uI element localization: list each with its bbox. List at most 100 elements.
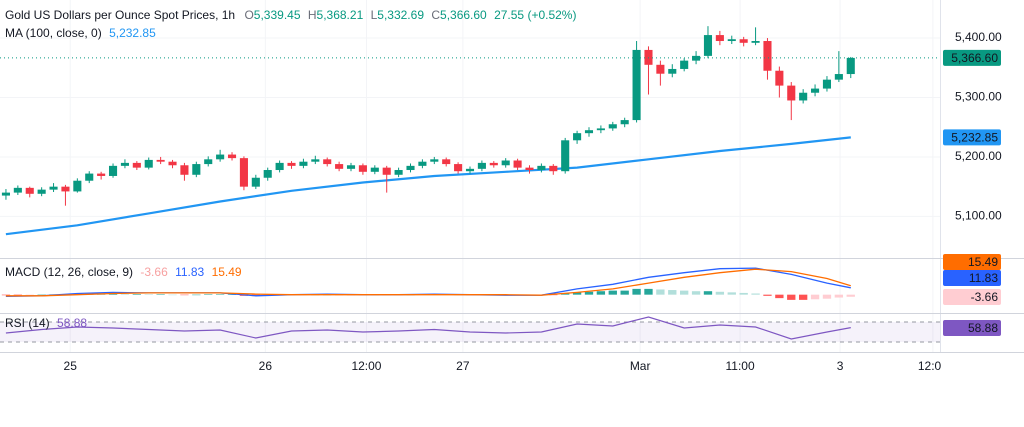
macd-histogram-bar	[596, 291, 606, 295]
macd-histogram-bar	[680, 290, 689, 295]
candle-body	[97, 173, 106, 176]
macd-histogram-bar	[180, 294, 189, 296]
candle-body	[85, 173, 94, 181]
price-tag-label: 11.83	[969, 271, 998, 285]
ohlc-label: L	[371, 8, 378, 22]
candle-body	[454, 164, 463, 172]
macd-histogram-bar	[703, 291, 713, 295]
signal-value: 15.49	[212, 265, 242, 279]
candle-body	[513, 160, 522, 168]
y-tick-label: 5,400.00	[955, 30, 1002, 44]
ohlc-label: C	[431, 8, 440, 22]
candle-body	[465, 168, 475, 172]
candle-body	[632, 49, 641, 121]
candle-body	[703, 35, 713, 56]
candle-body	[644, 49, 653, 65]
header: Gold US Dollars per Ounce Spot Prices, 1…	[5, 8, 576, 22]
ma-name: MA (100, close, 0)	[5, 26, 102, 40]
candle-body	[680, 60, 689, 69]
candle-body	[477, 162, 486, 169]
macd-histogram-bar	[37, 294, 46, 296]
y-tick-label: 5,200.00	[955, 149, 1002, 163]
candle-body	[561, 140, 570, 172]
macd-histogram-bar	[810, 294, 820, 300]
macd-histogram-value: -3.66	[140, 265, 168, 279]
candle-body	[120, 162, 129, 166]
macd-histogram-bar	[668, 290, 677, 295]
candle-body	[442, 159, 451, 165]
candle-body	[287, 162, 296, 166]
candle-body	[239, 158, 248, 187]
price-change: 27.55 (+0.52%)	[494, 8, 576, 22]
macd-histogram-bar	[156, 294, 165, 295]
candle-body	[418, 161, 427, 166]
macd-histogram-bar	[215, 294, 225, 295]
candle-body	[834, 74, 843, 80]
candle-body	[263, 170, 272, 178]
macd-histogram-bar	[192, 294, 201, 296]
price-tag-label: -3.66	[971, 290, 999, 304]
candle-body	[204, 159, 213, 165]
x-tick-label: 12:00	[351, 359, 381, 373]
candle-body	[25, 187, 34, 194]
candle-body	[811, 88, 820, 93]
price-tag	[943, 289, 1001, 305]
candle-body	[608, 124, 617, 129]
candle-body	[346, 165, 356, 169]
candle-body	[358, 165, 367, 172]
macd-histogram-bar	[632, 288, 641, 295]
x-tick-label: 26	[259, 359, 273, 373]
macd-histogram-bar	[727, 292, 736, 295]
candle-body	[727, 39, 736, 42]
ohlc-value: 5,339.45	[254, 8, 301, 22]
candle-body	[489, 162, 498, 166]
ma-legend: MA (100, close, 0) 5,232.85	[5, 26, 156, 40]
rsi-name: RSI (14)	[5, 316, 50, 330]
macd-legend: MACD (12, 26, close, 9) -3.66 11.83 15.4…	[5, 265, 242, 279]
macd-histogram-bar	[787, 294, 796, 300]
price-tag-label: 15.49	[968, 255, 998, 269]
candle-body	[323, 159, 332, 165]
ohlc-label: O	[244, 8, 253, 22]
price-tag	[943, 129, 1001, 146]
x-tick-label: 12:00	[918, 359, 948, 373]
candle-body	[1, 192, 10, 196]
macd-histogram-bar	[656, 289, 665, 295]
candle-body	[596, 128, 605, 131]
macd-histogram-bar	[799, 294, 808, 300]
candle-body	[763, 41, 772, 71]
macd-histogram-bar	[715, 291, 725, 295]
macd-histogram-bar	[168, 294, 177, 296]
candle-body	[73, 180, 82, 192]
candle-body	[275, 162, 284, 171]
x-tick-label: Mar	[630, 359, 651, 373]
ma-line	[5, 136, 851, 236]
candle-body	[144, 159, 153, 168]
ohlc-value: 5,332.69	[377, 8, 424, 22]
candle-body	[739, 39, 748, 43]
candle-body	[430, 159, 439, 162]
candle-body	[49, 186, 58, 190]
macd-histogram-bar	[144, 294, 153, 295]
candle-body	[61, 186, 70, 192]
candle-body	[715, 35, 724, 42]
candle-body	[156, 159, 165, 162]
y-tick-label: 5,100.00	[955, 209, 1002, 223]
price-tag	[943, 270, 1001, 286]
candle-body	[108, 165, 118, 176]
candle-body	[37, 189, 46, 194]
macd-histogram-bar	[13, 294, 23, 296]
macd-histogram-bar	[644, 288, 653, 295]
macd-histogram-bar	[608, 290, 617, 295]
candle-body	[620, 120, 629, 125]
macd-histogram-bar	[204, 294, 213, 295]
candle-body	[335, 164, 344, 169]
ohlc-value: 5,368.21	[317, 8, 364, 22]
candle-body	[251, 177, 260, 187]
candle-body	[168, 161, 177, 166]
macd-histogram-bar	[846, 294, 855, 297]
candle-body	[132, 162, 141, 168]
candle-body	[216, 154, 225, 160]
